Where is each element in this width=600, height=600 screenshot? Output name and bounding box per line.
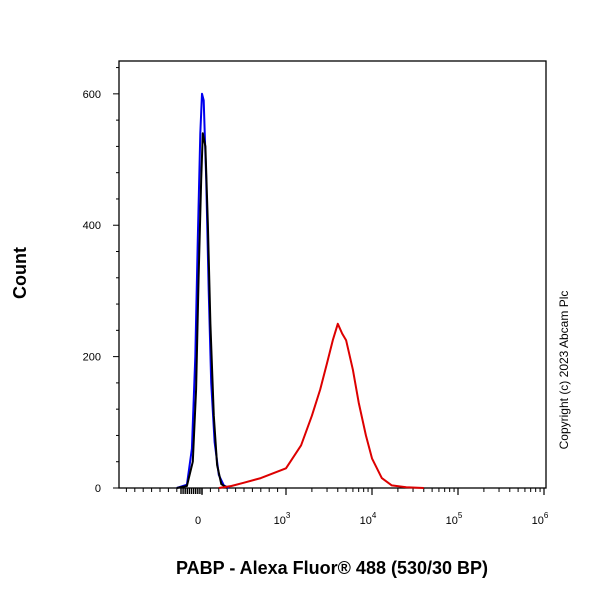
plot-frame [118, 60, 547, 489]
y-axis-title: Count [10, 247, 30, 299]
x-axis-title: PABP - Alexa Fluor® 488 (530/30 BP) [176, 558, 488, 578]
plot-area [176, 92, 424, 489]
y-tick-label: 0 [95, 483, 101, 495]
x-tick-label: 104 [360, 511, 377, 527]
y-tick-label: 200 [83, 352, 101, 364]
x-axis: 0 103 104 105 106 [125, 488, 549, 527]
y-tick-label: 400 [83, 220, 101, 232]
y-tick-label: 600 [83, 89, 101, 101]
x-tick-label: 103 [274, 511, 291, 527]
x-tick-label: 105 [446, 511, 463, 527]
y-axis: 0 200 400 600 [83, 67, 119, 495]
x-tick-label: 106 [532, 511, 549, 527]
series-line-3 [218, 322, 424, 489]
copyright-note: Copyright (c) 2023 Abcam Plc [557, 291, 571, 450]
series-line-2 [176, 132, 228, 489]
x-tick-label: 0 [195, 515, 201, 527]
